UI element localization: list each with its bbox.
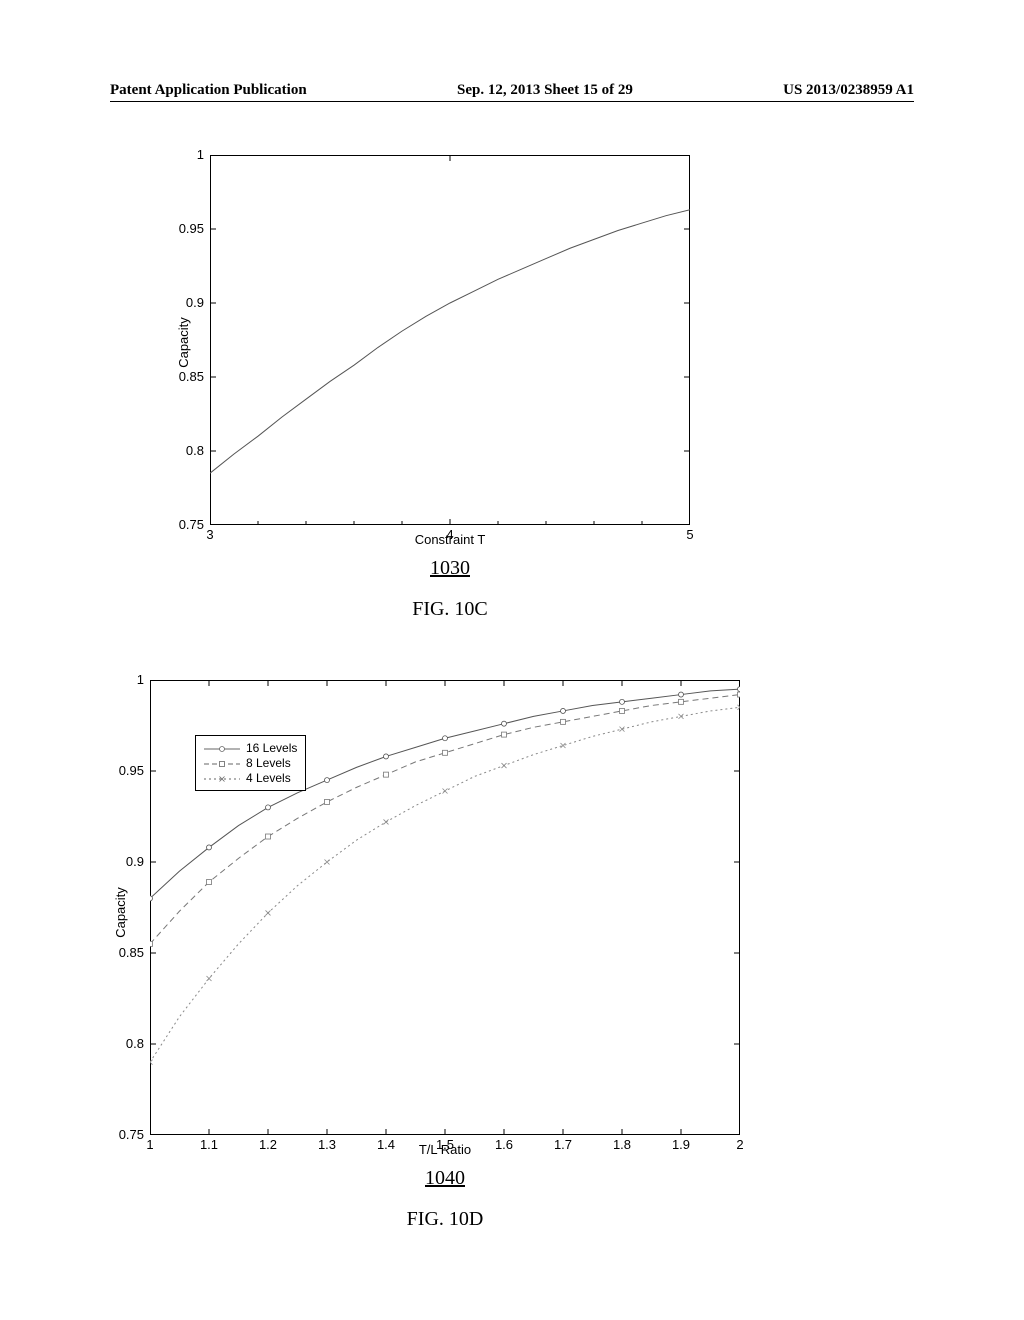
- legend-swatch: [204, 743, 240, 753]
- chart-c-ylabel: Capacity: [176, 317, 191, 368]
- xtick-label: 3: [200, 527, 220, 542]
- xtick-label: 1.5: [433, 1137, 457, 1152]
- chart-d-fig-label: FIG. 10D: [150, 1208, 740, 1231]
- ytick-label: 0.9: [164, 295, 204, 310]
- legend-swatch: [204, 758, 240, 768]
- xtick-label: 4: [440, 527, 460, 542]
- legend-item: 8 Levels: [204, 756, 297, 770]
- ytick-label: 1: [104, 672, 144, 687]
- xtick-label: 1.9: [669, 1137, 693, 1152]
- xtick-label: 1.8: [610, 1137, 634, 1152]
- chart-d-refnum: 1040: [150, 1167, 740, 1190]
- xtick-label: 1.2: [256, 1137, 280, 1152]
- chart-d-ylabel: Capacity: [113, 887, 128, 938]
- header-center: Sep. 12, 2013 Sheet 15 of 29: [457, 82, 633, 99]
- xtick-label: 1.7: [551, 1137, 575, 1152]
- figure-10c-container: Capacity 0.750.80.850.90.951 345 Constra…: [210, 155, 690, 621]
- legend-item: 4 Levels: [204, 771, 297, 785]
- xtick-label: 1: [138, 1137, 162, 1152]
- header-left: Patent Application Publication: [110, 82, 307, 99]
- ytick-label: 0.85: [164, 369, 204, 384]
- chart-c-refnum: 1030: [210, 557, 690, 580]
- xtick-label: 1.6: [492, 1137, 516, 1152]
- ytick-label: 0.75: [164, 517, 204, 532]
- chart-d-plot-wrapper: Capacity 0.750.80.850.90.951 11.11.21.31…: [150, 680, 740, 1140]
- page-header: Patent Application Publication Sep. 12, …: [110, 82, 914, 102]
- ytick-label: 0.8: [164, 443, 204, 458]
- figure-10d-container: Capacity 0.750.80.850.90.951 11.11.21.31…: [150, 680, 740, 1231]
- legend-label: 8 Levels: [246, 756, 291, 770]
- legend-label: 4 Levels: [246, 771, 291, 785]
- ytick-label: 1: [164, 147, 204, 162]
- chart-d-legend: 16 Levels8 Levels4 Levels: [195, 735, 306, 791]
- chart-c-svg: [210, 155, 690, 525]
- ytick-label: 0.95: [164, 221, 204, 236]
- ytick-label: 0.9: [104, 854, 144, 869]
- ytick-label: 0.95: [104, 763, 144, 778]
- legend-label: 16 Levels: [246, 741, 297, 755]
- legend-swatch: [204, 773, 240, 783]
- xtick-label: 1.1: [197, 1137, 221, 1152]
- xtick-label: 2: [728, 1137, 752, 1152]
- header-right: US 2013/0238959 A1: [783, 82, 914, 99]
- ytick-label: 0.85: [104, 945, 144, 960]
- ytick-label: 0.8: [104, 1036, 144, 1051]
- xtick-label: 1.4: [374, 1137, 398, 1152]
- chart-c-fig-label: FIG. 10C: [210, 598, 690, 621]
- xtick-label: 5: [680, 527, 700, 542]
- legend-item: 16 Levels: [204, 741, 297, 755]
- chart-c-plot-wrapper: Capacity 0.750.80.850.90.951 345: [210, 155, 690, 530]
- xtick-label: 1.3: [315, 1137, 339, 1152]
